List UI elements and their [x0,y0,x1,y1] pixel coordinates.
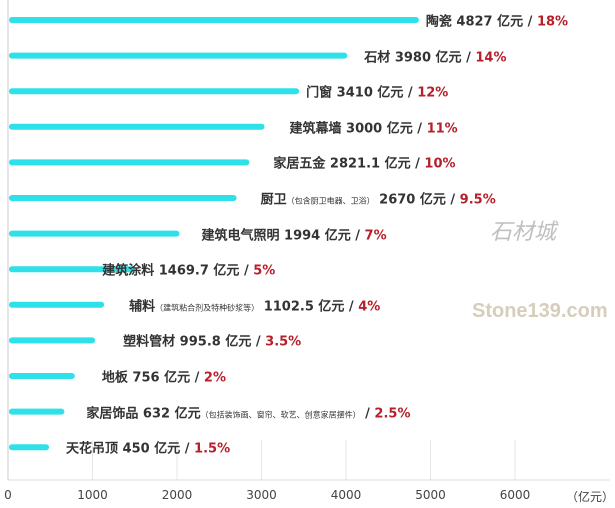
percent-label: 4% [358,299,381,315]
category-name: 辅料 [129,299,156,315]
data-label: 建筑幕墙 3000 亿元 / 11% [290,117,458,136]
percent-label: 14% [475,50,507,66]
category-name: 建筑涂料 [102,263,155,279]
x-tick-label: 3000 [246,488,277,502]
value-label: 1469.7 亿元 [154,263,240,279]
x-tick-label: 5000 [415,488,446,502]
axis-unit-label: （亿元） [566,490,615,504]
data-label: 陶瓷 4827 亿元 / 18% [426,11,568,30]
data-label: 建筑涂料 1469.7 亿元 / 5% [102,260,275,279]
percent-label: 7% [364,228,387,244]
separator: / [180,441,195,457]
data-label: 家居饰品 632 亿元（包括装饰画、窗帘、软艺、创意家居摆件） / 2.5% [86,402,410,421]
value-label: 1994 亿元 [279,228,351,244]
separator: / [360,406,375,422]
data-label: 塑料管材 995.8 亿元 / 3.5% [123,331,301,350]
separator: / [461,50,476,66]
value-label: 756 亿元 [127,370,191,386]
separator: / [412,121,427,137]
category-note: （包含厨卫电器、卫浴） [286,196,375,206]
value-label: 2821.1 亿元 [325,156,411,172]
percent-label: 18% [536,14,569,30]
value-label: 450 亿元 [118,441,181,457]
percent-label: 2.5% [374,406,411,422]
separator: / [523,14,537,30]
x-tick-label: 6000 [499,488,531,502]
category-name: 地板 [101,370,128,386]
x-tick-label: 4000 [330,488,362,502]
category-name: 厨卫 [260,192,287,208]
watermark-logo: Stone139.com [472,300,608,322]
separator: / [350,228,365,244]
value-label: 3000 亿元 [341,121,413,137]
category-name: 陶瓷 [425,14,452,30]
watermark-logo-cn: 石材城 [490,220,557,245]
category-name: 塑料管材 [123,334,176,350]
data-label: 家居五金 2821.1 亿元 / 10% [273,153,455,172]
separator: / [344,299,359,315]
category-name: 石材 [364,50,391,66]
data-label: 建筑电气照明 1994 亿元 / 7% [201,224,386,243]
x-tick-label: 1000 [77,488,108,502]
category-note: （包括装饰画、窗帘、软艺、创意家居摆件） [200,410,361,420]
data-label: 天花吊顶 450 亿元 / 1.5% [66,438,230,457]
category-name: 门窗 [306,85,333,101]
percent-label: 11% [426,121,458,137]
percent-label: 9.5% [459,192,496,208]
x-tick-label: 0 [4,488,12,502]
percent-label: 5% [253,263,276,279]
percent-label: 2% [203,370,226,386]
data-label: 厨卫（包含厨卫电器、卫浴） 2670 亿元 / 9.5% [261,189,496,208]
value-label: 995.8 亿元 [175,334,252,350]
value-label: 2670 亿元 [374,192,446,208]
category-name: 建筑电气照明 [201,228,280,244]
percent-label: 12% [417,85,449,101]
x-tick-label: 2000 [161,488,193,502]
category-name: 家居五金 [273,156,326,172]
separator: / [403,85,418,101]
data-label: 石材 3980 亿元 / 14% [364,46,506,65]
data-label: 地板 756 亿元 / 2% [102,367,226,386]
separator: / [445,192,460,208]
category-name: 天花吊顶 [66,441,119,457]
value-label: 3410 亿元 [332,85,404,101]
percent-label: 10% [424,156,456,172]
data-label: 门窗 3410 亿元 / 12% [306,82,448,101]
value-label: 1102.5 亿元 [259,299,345,315]
separator: / [410,156,425,172]
value-label: 632 亿元 [138,406,201,422]
separator: / [251,334,266,350]
percent-label: 1.5% [194,441,231,457]
data-label: 辅料（建筑粘合剂及特种砂浆等） 1102.5 亿元 / 4% [129,295,380,314]
category-name: 家居饰品 [86,406,139,422]
separator: / [190,370,204,386]
category-note: （建筑粘合剂及特种砂浆等） [155,303,260,313]
value-label: 3980 亿元 [390,50,462,66]
separator: / [239,263,254,279]
category-name: 建筑幕墙 [289,121,342,137]
percent-label: 3.5% [265,334,302,350]
value-label: 4827 亿元 [451,14,524,30]
